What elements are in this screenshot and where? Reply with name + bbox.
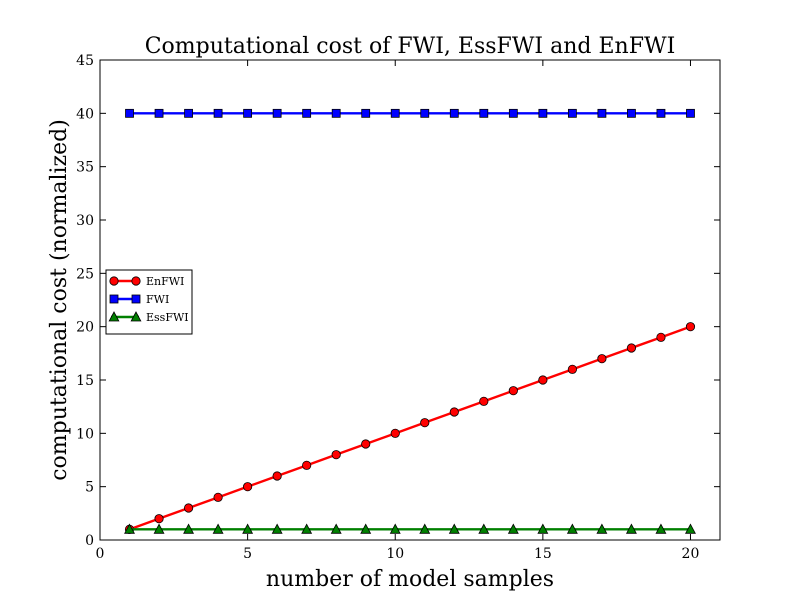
x-tick-label: 20 <box>682 546 700 562</box>
y-tick-label: 35 <box>76 160 94 176</box>
data-point-fwi <box>302 108 312 118</box>
data-point-fwi <box>686 108 695 118</box>
data-point-fwi <box>361 108 371 118</box>
data-point-essfwi <box>271 523 283 534</box>
series-fwi <box>125 108 695 118</box>
data-point-essfwi <box>537 523 549 534</box>
legend-marker-end <box>130 311 142 322</box>
plot-area <box>99 59 721 541</box>
series-line-enfwi <box>129 325 691 531</box>
data-point-fwi <box>272 108 282 118</box>
data-point-enfwi <box>538 375 548 385</box>
data-point-essfwi <box>566 523 578 534</box>
data-point-essfwi <box>153 523 165 534</box>
data-point-enfwi <box>243 482 253 492</box>
legend-entry-fwi: FWI <box>109 293 169 306</box>
series-enfwi <box>124 322 696 534</box>
data-point-fwi <box>567 108 577 118</box>
data-point-essfwi <box>507 523 519 534</box>
data-point-fwi <box>390 108 400 118</box>
data-point-essfwi <box>183 523 195 534</box>
data-point-essfwi <box>124 523 135 534</box>
legend-label: EnFWI <box>146 275 184 288</box>
data-point-essfwi <box>625 523 637 534</box>
data-point-enfwi <box>302 460 312 470</box>
y-tick-label: 15 <box>76 373 94 389</box>
data-point-enfwi <box>213 492 223 502</box>
x-tick-label: 5 <box>243 546 252 562</box>
legend-entry-enfwi: EnFWI <box>109 275 184 288</box>
legend-label: FWI <box>146 293 169 306</box>
data-point-fwi <box>125 108 134 118</box>
y-tick-label: 40 <box>76 106 94 122</box>
data-point-essfwi <box>596 523 608 534</box>
legend-marker-start <box>109 294 119 304</box>
legend-marker-start <box>108 311 120 322</box>
data-point-fwi <box>538 108 548 118</box>
chart-title: Computational cost of FWI, EssFWI and En… <box>145 34 676 59</box>
legend-marker-start <box>109 276 119 286</box>
data-point-enfwi <box>626 343 637 353</box>
legend-marker-end <box>131 276 141 286</box>
data-point-enfwi <box>331 450 341 460</box>
axis-ticks: 0 5 10 15 20 0 5 10 15 20 25 30 35 40 45 <box>76 53 720 562</box>
legend-label: EssFWI <box>146 311 189 324</box>
y-tick-label: 25 <box>76 266 94 282</box>
data-point-enfwi <box>567 364 577 374</box>
data-point-essfwi <box>242 523 254 534</box>
data-point-essfwi <box>360 523 372 534</box>
data-point-enfwi <box>685 322 696 332</box>
data-point-enfwi <box>449 407 459 417</box>
data-point-enfwi <box>656 332 666 342</box>
x-tick-label: 0 <box>96 546 105 562</box>
data-point-fwi <box>184 108 193 118</box>
data-point-essfwi <box>685 523 696 534</box>
legend: EnFWI FWI EssFWI <box>105 269 193 335</box>
data-point-fwi <box>243 108 253 118</box>
y-tick-label: 10 <box>76 426 94 442</box>
data-point-fwi <box>597 108 607 118</box>
data-point-enfwi <box>272 471 282 481</box>
y-tick-label: 45 <box>76 53 94 69</box>
data-point-fwi <box>449 108 459 118</box>
x-tick-label: 10 <box>386 546 404 562</box>
data-point-essfwi <box>419 523 431 534</box>
data-point-fwi <box>508 108 518 118</box>
data-point-fwi <box>213 108 223 118</box>
y-tick-label: 20 <box>76 320 94 336</box>
data-point-fwi <box>154 108 164 118</box>
data-point-enfwi <box>154 514 164 524</box>
data-point-fwi <box>479 108 489 118</box>
data-point-fwi <box>420 108 430 118</box>
y-tick-label: 30 <box>76 213 94 229</box>
data-point-enfwi <box>183 503 194 513</box>
data-point-fwi <box>656 108 666 118</box>
data-point-essfwi <box>448 523 460 534</box>
data-point-enfwi <box>390 428 400 438</box>
data-point-essfwi <box>212 523 224 534</box>
data-point-enfwi <box>508 386 518 396</box>
data-point-essfwi <box>330 523 342 534</box>
x-axis-label: number of model samples <box>266 567 554 592</box>
plot-frame <box>99 59 721 541</box>
series-essfwi <box>124 523 696 534</box>
y-axis-label: computational cost (normalized) <box>47 119 72 481</box>
y-tick-label: 0 <box>85 533 94 549</box>
x-tick-label: 15 <box>534 546 552 562</box>
y-tick-label: 5 <box>85 480 94 496</box>
data-point-enfwi <box>479 396 489 406</box>
data-point-essfwi <box>478 523 490 534</box>
data-point-essfwi <box>389 523 401 534</box>
legend-marker-end <box>131 294 141 304</box>
legend-entry-essfwi: EssFWI <box>108 311 189 324</box>
data-point-fwi <box>627 108 636 118</box>
data-point-essfwi <box>301 523 313 534</box>
data-point-fwi <box>331 108 341 118</box>
data-point-enfwi <box>420 418 430 428</box>
data-point-essfwi <box>655 523 667 534</box>
data-point-enfwi <box>361 439 371 449</box>
series-layer <box>124 108 696 534</box>
data-point-enfwi <box>597 354 607 364</box>
